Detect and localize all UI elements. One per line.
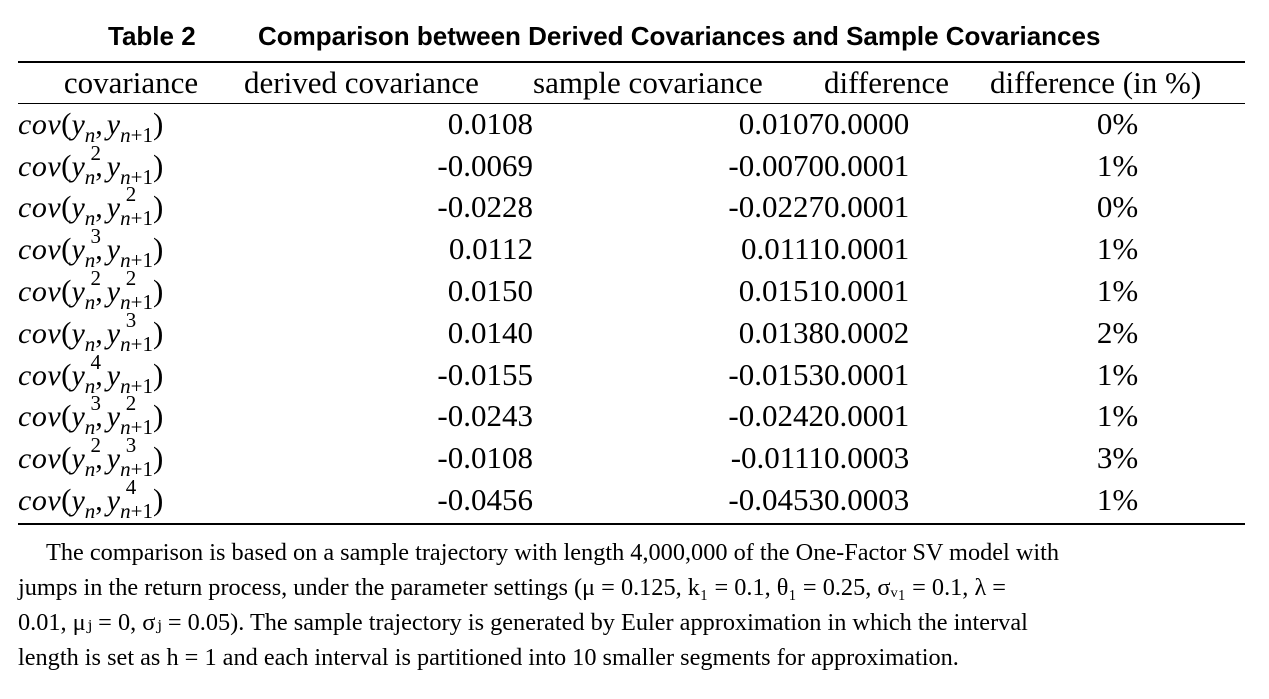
difference-percent-cell: 0% <box>1096 105 1139 141</box>
math-variable: yn+1 <box>106 358 153 398</box>
difference-percent-cell: 1% <box>1096 356 1139 392</box>
difference-cell: 0.0000 <box>824 105 910 141</box>
top-rule <box>18 61 1245 63</box>
table-row: cov(yn 2, yn+1 3) -0.0108 -0.0111 0.0003 3% <box>18 433 1245 482</box>
derived-cell: -0.0108 <box>437 440 533 476</box>
note-line: jumps in the return process, under the p… <box>18 574 1007 601</box>
table-row: cov(yn 2, yn+1 2) 0.0150 0.0151 0.0001 1% <box>18 266 1245 315</box>
covariance-cell: cov(yn, yn+1 4) <box>18 475 164 524</box>
table-note: The comparison is based on a sample traj… <box>18 535 1245 675</box>
covariance-cell: cov(yn 2, yn+1) <box>18 140 164 189</box>
covariance-cell: cov(yn 3, yn+1) <box>18 224 164 273</box>
difference-percent-cell: 1% <box>1096 231 1139 267</box>
difference-cell: 0.0003 <box>824 482 910 518</box>
covariance-cell: cov(yn 4, yn+1) <box>18 349 164 398</box>
difference-percent-cell: 2% <box>1096 314 1139 350</box>
math-variable: yn 3 <box>71 391 101 440</box>
table-row: cov(yn, yn+1) 0.0108 0.0107 0.0000 0% <box>18 103 1245 147</box>
math-variable: yn 2 <box>71 140 101 189</box>
note-line: The comparison is based on a sample traj… <box>46 539 1060 566</box>
table-row: cov(yn, yn+1 2) -0.0228 -0.0227 0.0001 0% <box>18 182 1245 231</box>
difference-percent-cell: 1% <box>1096 482 1139 518</box>
difference-cell: 0.0001 <box>824 231 910 267</box>
math-variable: yn <box>71 316 96 356</box>
math-variable: yn 4 <box>71 349 101 398</box>
header-covariance: covariance <box>63 65 199 100</box>
table-caption: Table 2 Comparison between Derived Covar… <box>0 18 1269 54</box>
derived-cell: -0.0155 <box>437 356 533 392</box>
table-label: Table 2 <box>108 21 196 51</box>
covariance-cell: cov(yn, yn+1 3) <box>18 307 164 356</box>
covariance-table: covariance derived covariance sample cov… <box>18 63 1245 524</box>
derived-cell: -0.0456 <box>437 482 533 518</box>
bottom-rule <box>18 523 1245 525</box>
math-variable: yn <box>71 191 96 231</box>
difference-percent-cell: 3% <box>1096 440 1139 476</box>
sample-cell: -0.0242 <box>728 398 824 434</box>
math-variable: yn+1 4 <box>106 475 153 524</box>
derived-cell: 0.0150 <box>447 273 533 309</box>
math-variable: yn <box>71 107 96 147</box>
difference-cell: 0.0001 <box>824 398 910 434</box>
header-derived-covariance: derived covariance <box>244 65 479 100</box>
math-variable: yn+1 3 <box>106 307 153 356</box>
derived-cell: 0.0112 <box>448 231 533 267</box>
header-rule <box>18 103 1245 104</box>
math-variable: yn 3 <box>71 224 101 273</box>
difference-cell: 0.0002 <box>824 314 910 350</box>
sample-cell: -0.0070 <box>728 147 824 183</box>
table-row: cov(yn, yn+1 4) -0.0456 -0.0453 0.0003 1% <box>18 475 1245 524</box>
sample-cell: -0.0227 <box>728 189 824 225</box>
covariance-cell: cov(yn, yn+1 2) <box>18 182 164 231</box>
difference-cell: 0.0001 <box>824 189 910 225</box>
header-difference: difference <box>824 65 950 100</box>
math-variable: yn <box>71 484 96 524</box>
covariance-cell: cov(yn 2, yn+1 3) <box>18 433 164 482</box>
table-title: Comparison between Derived Covariances a… <box>258 21 1101 51</box>
difference-cell: 0.0001 <box>824 147 910 183</box>
derived-cell: -0.0243 <box>437 398 533 434</box>
header-row: covariance derived covariance sample cov… <box>18 63 1245 103</box>
covariance-cell: cov(yn 3, yn+1 2) <box>18 391 164 440</box>
math-variable: yn+1 2 <box>106 266 153 315</box>
header-difference-percent: difference (in %) <box>990 65 1202 100</box>
math-variable: yn+1 3 <box>106 433 153 482</box>
math-variable: yn+1 <box>106 149 153 189</box>
table-row: cov(yn 3, yn+1 2) -0.0243 -0.0242 0.0001 1% <box>18 391 1245 440</box>
math-variable: yn 2 <box>71 266 101 315</box>
note-line: length is set as h = 1 and each interval… <box>18 644 959 671</box>
note-line: 0.01, μⱼ = 0, σⱼ = 0.05). The sample tra… <box>18 609 1028 636</box>
math-variable: yn+1 2 <box>106 391 153 440</box>
math-variable: yn+1 <box>106 233 153 273</box>
header-sample-covariance: sample covariance <box>533 65 763 100</box>
difference-percent-cell: 1% <box>1096 147 1139 183</box>
difference-percent-cell: 1% <box>1096 398 1139 434</box>
sample-cell: 0.0107 <box>738 105 824 141</box>
difference-percent-cell: 1% <box>1096 273 1139 309</box>
covariance-cell: cov(yn, yn+1) <box>18 105 164 147</box>
derived-cell: -0.0228 <box>437 189 533 225</box>
sample-cell: 0.0151 <box>738 273 824 309</box>
table-row: cov(yn 4, yn+1) -0.0155 -0.0153 0.0001 1% <box>18 349 1245 398</box>
difference-cell: 0.0001 <box>824 273 910 309</box>
sample-cell: -0.0111 <box>730 440 824 476</box>
difference-percent-cell: 0% <box>1096 189 1139 225</box>
table-row: cov(yn 2, yn+1) -0.0069 -0.0070 0.0001 1% <box>18 140 1245 189</box>
difference-cell: 0.0001 <box>824 356 910 392</box>
derived-cell: 0.0140 <box>447 314 533 350</box>
sample-cell: 0.0111 <box>741 231 824 267</box>
sample-cell: -0.0453 <box>728 482 824 518</box>
math-variable: yn+1 2 <box>106 182 153 231</box>
covariance-cell: cov(yn 2, yn+1 2) <box>18 266 164 315</box>
sample-cell: 0.0138 <box>738 314 824 350</box>
derived-cell: -0.0069 <box>437 147 533 183</box>
math-variable: yn+1 <box>106 107 153 147</box>
math-variable: yn 2 <box>71 433 101 482</box>
table-row: cov(yn 3, yn+1) 0.0112 0.0111 0.0001 1% <box>18 224 1245 273</box>
derived-cell: 0.0108 <box>447 105 533 141</box>
difference-cell: 0.0003 <box>824 440 910 476</box>
table-row: cov(yn, yn+1 3) 0.0140 0.0138 0.0002 2% <box>18 307 1245 356</box>
sample-cell: -0.0153 <box>728 356 824 392</box>
